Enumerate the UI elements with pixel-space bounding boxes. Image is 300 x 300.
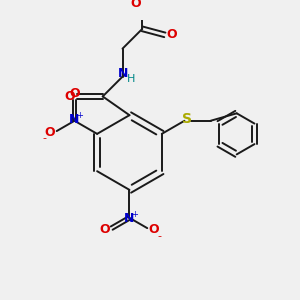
Text: O: O [45, 126, 56, 140]
Text: N: N [124, 212, 135, 225]
Text: O: O [148, 224, 159, 236]
Text: N: N [68, 113, 79, 126]
Text: H: H [127, 74, 135, 83]
Text: -: - [43, 134, 46, 143]
Text: O: O [100, 224, 110, 236]
Text: +: + [76, 111, 82, 120]
Text: O: O [130, 0, 141, 10]
Text: +: + [132, 210, 139, 219]
Text: N: N [118, 67, 129, 80]
Text: S: S [182, 112, 192, 126]
Text: O: O [69, 87, 80, 100]
Text: -: - [158, 231, 161, 241]
Text: O: O [166, 28, 177, 41]
Text: O: O [65, 90, 75, 103]
